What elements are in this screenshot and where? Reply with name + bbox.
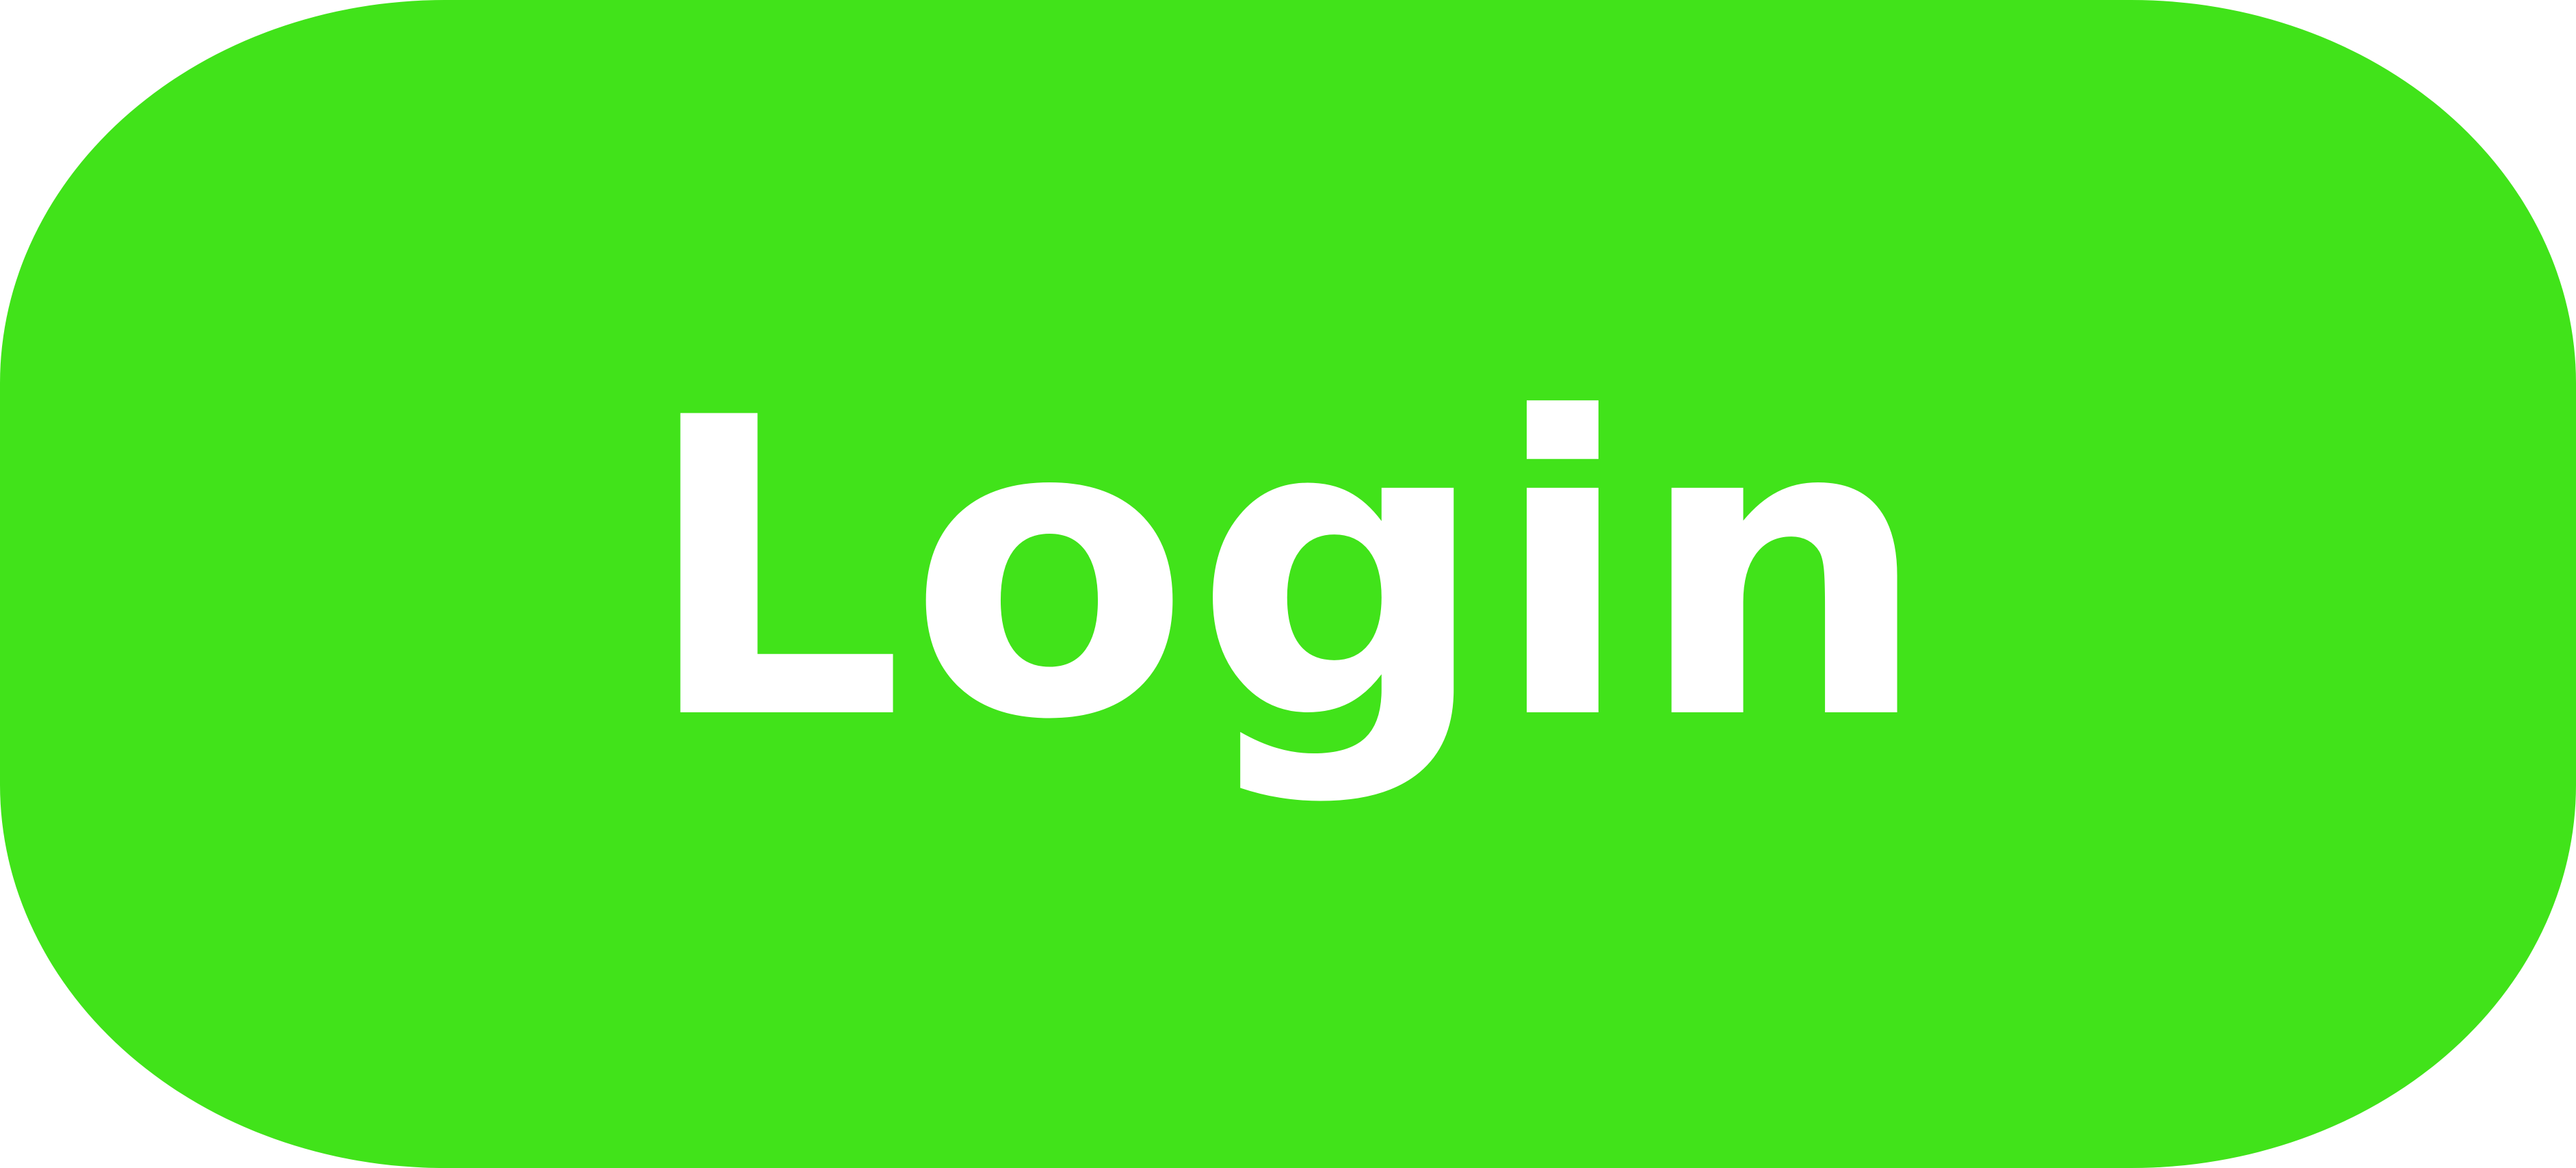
login-button-label: Login (642, 330, 1934, 809)
